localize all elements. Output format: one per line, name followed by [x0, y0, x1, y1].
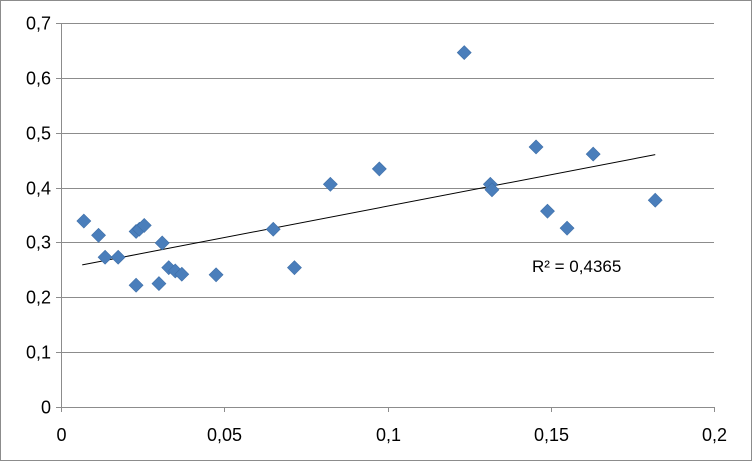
data-point — [97, 249, 113, 265]
axes — [56, 23, 715, 412]
data-point — [208, 267, 224, 283]
data-points — [76, 45, 663, 293]
tick-labels: 0 0,1 0,2 0,3 0,4 0,5 0,6 0,7 0 0,05 0,1 0,15 0,2 — [26, 14, 727, 446]
r-squared-label: R² = 0,4365 — [532, 257, 621, 276]
y-tick-label: 0,1 — [26, 343, 51, 363]
y-tick-label: 0,5 — [26, 124, 51, 144]
data-point — [585, 146, 601, 162]
x-tick-label: 0,2 — [702, 425, 727, 445]
x-tick-label: 0,15 — [534, 425, 569, 445]
y-tick-label: 0,6 — [26, 69, 51, 89]
x-tick-label: 0,05 — [207, 425, 242, 445]
y-tick-label: 0,3 — [26, 233, 51, 253]
data-point — [559, 220, 575, 236]
data-point — [647, 192, 663, 208]
y-tick-label: 0,2 — [26, 288, 51, 308]
data-point — [128, 277, 144, 293]
gridlines — [61, 23, 714, 353]
data-point — [154, 235, 170, 251]
data-point — [76, 213, 92, 229]
data-point — [540, 203, 555, 219]
data-point — [91, 227, 106, 243]
data-point — [528, 139, 544, 155]
data-point — [456, 45, 472, 61]
data-point — [322, 176, 338, 192]
data-point — [110, 249, 126, 265]
linear-trendline — [82, 154, 656, 266]
data-point — [161, 260, 177, 276]
data-point — [136, 217, 152, 233]
data-point — [174, 266, 190, 282]
y-tick-label: 0 — [41, 398, 51, 418]
x-tick-label: 0,1 — [376, 425, 401, 445]
y-tick-label: 0,4 — [26, 179, 51, 199]
data-point — [287, 260, 302, 276]
trendline-layer — [82, 154, 656, 266]
data-point — [484, 182, 500, 198]
x-tick-label: 0 — [56, 425, 66, 445]
data-point — [265, 221, 281, 237]
data-point — [151, 276, 167, 291]
data-point — [371, 161, 387, 177]
y-tick-label: 0,7 — [26, 14, 51, 34]
